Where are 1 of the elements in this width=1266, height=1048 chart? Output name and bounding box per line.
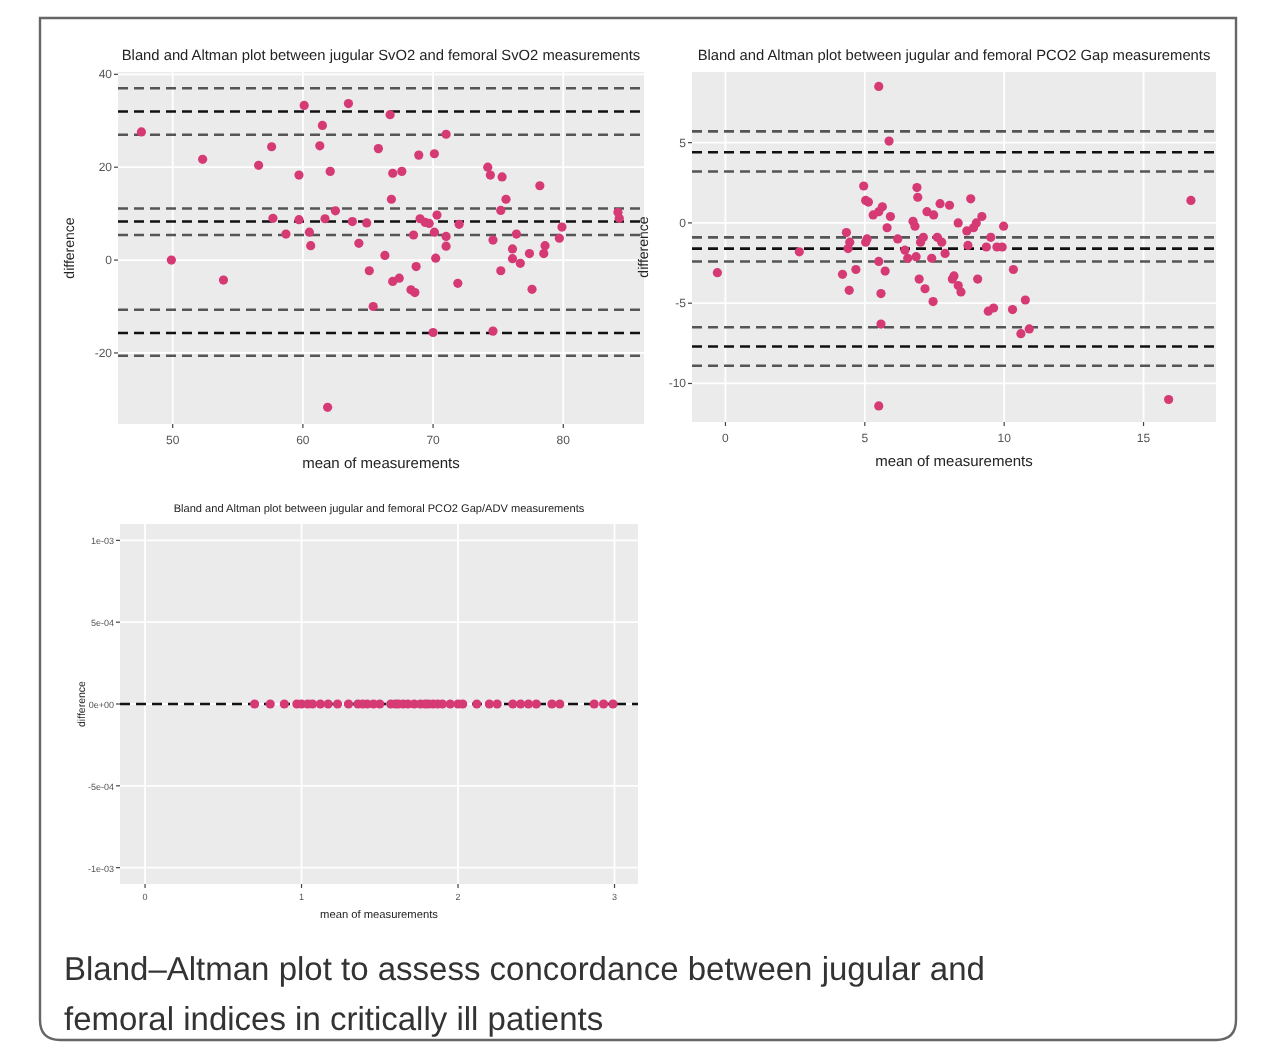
text: Bland–Altman plot to assess concordance between jugular and femoral indices in critically ill patients (64, 952, 985, 1038)
